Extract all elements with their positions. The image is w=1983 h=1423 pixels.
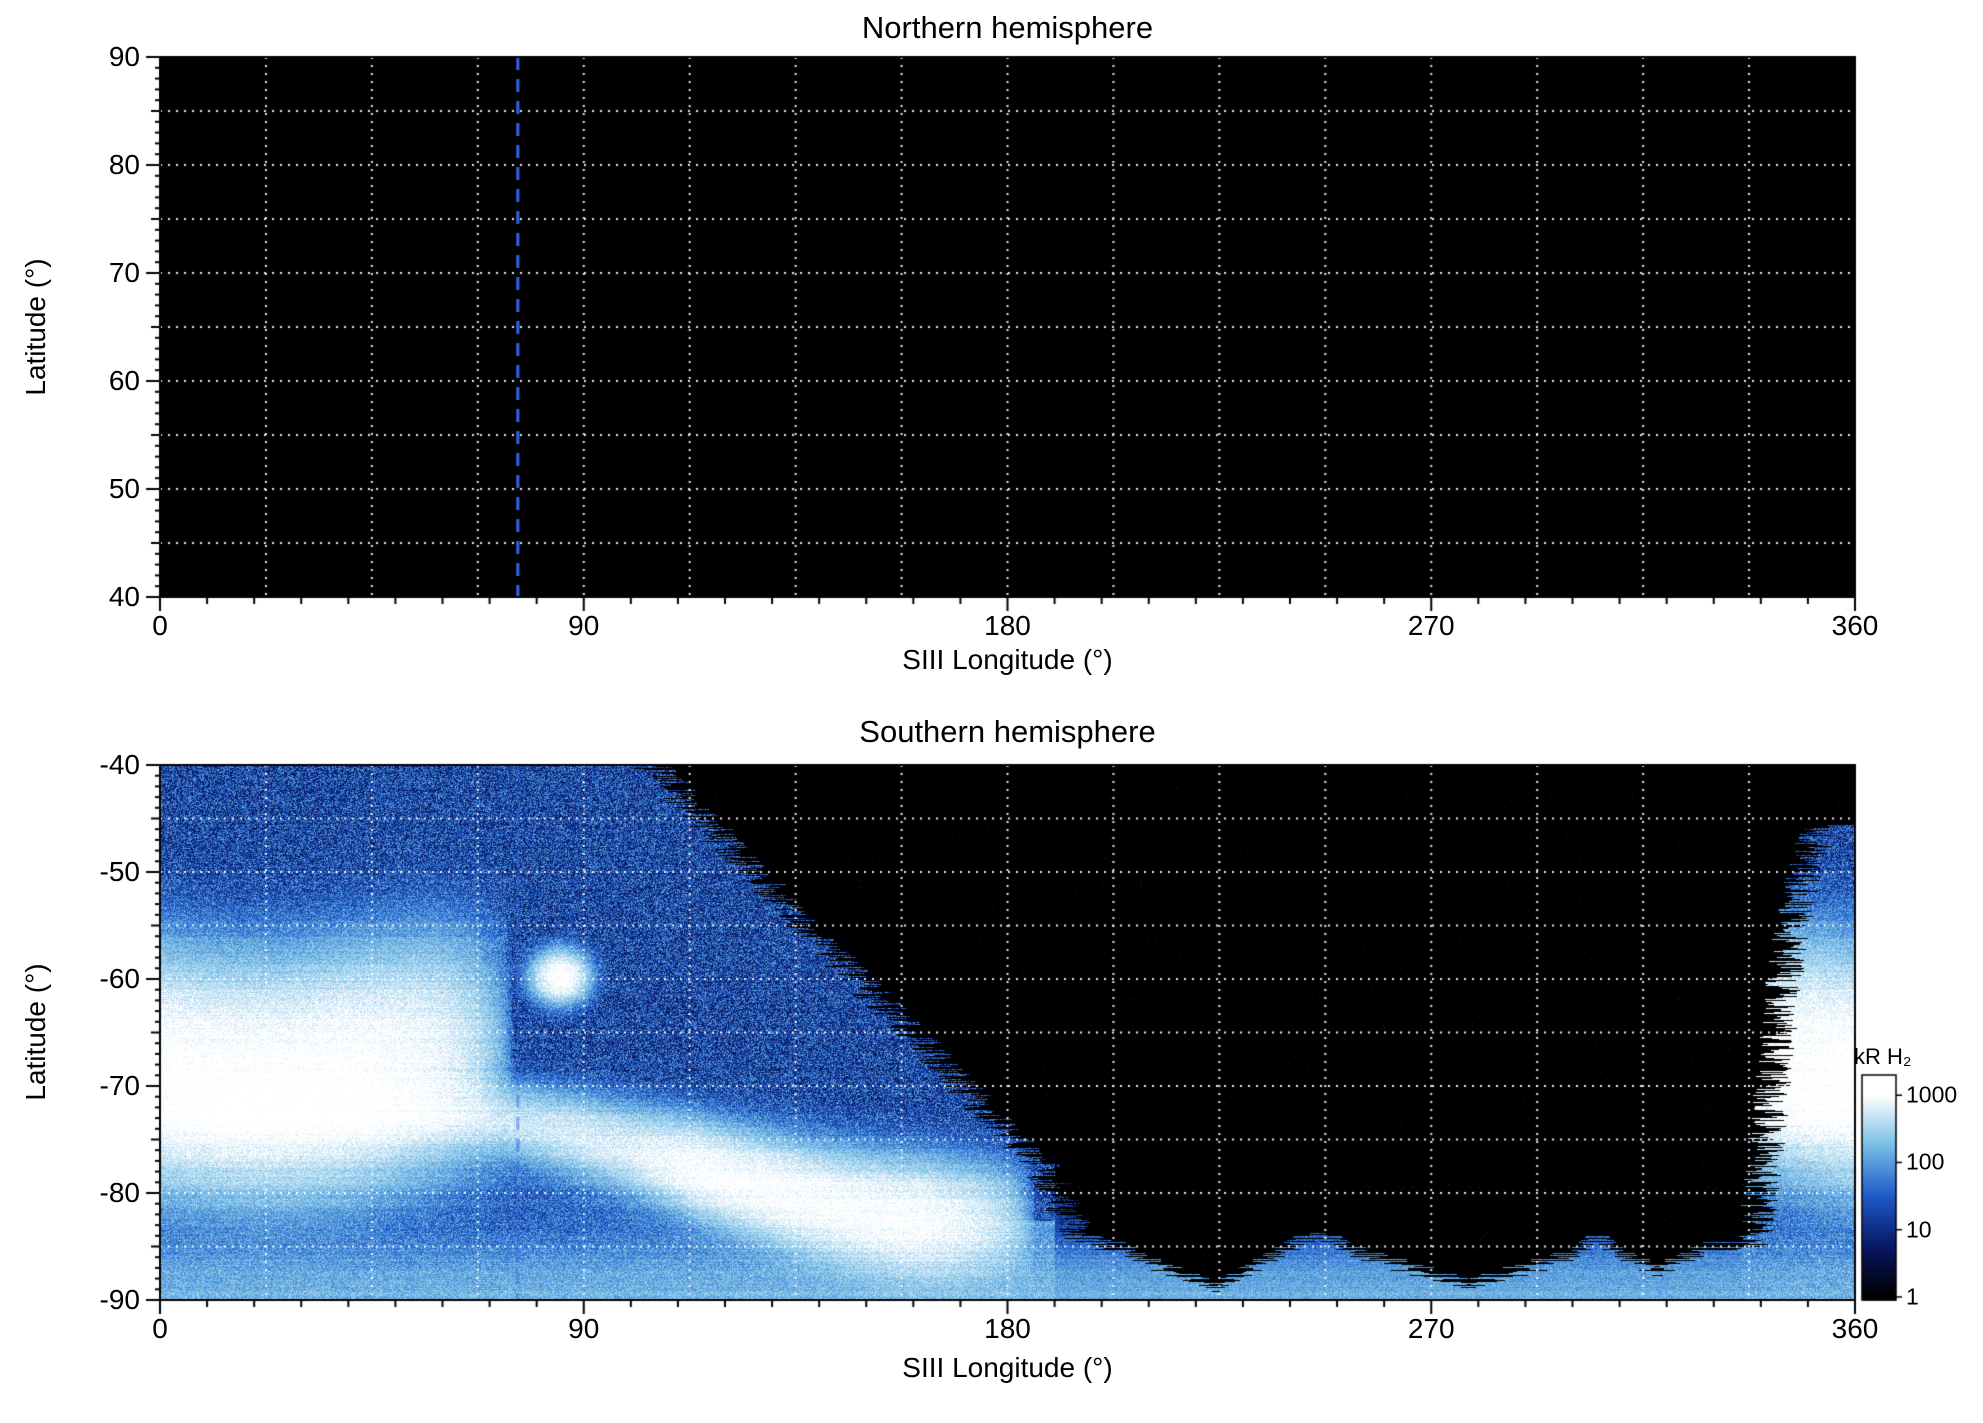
south-yaxis-label: Latitude (°) bbox=[20, 963, 51, 1101]
south-ytick--90: -90 bbox=[99, 1284, 140, 1315]
south-panel-title: Southern hemisphere bbox=[859, 714, 1156, 749]
south-xtick-360: 360 bbox=[1831, 1313, 1879, 1344]
north-ytick-70: 70 bbox=[108, 257, 140, 288]
north-ytick-40: 40 bbox=[108, 581, 140, 612]
north-xtick-180: 180 bbox=[984, 610, 1031, 641]
north-ytick-50: 50 bbox=[108, 473, 140, 504]
south-xtick-0: 0 bbox=[152, 1313, 168, 1344]
colorbar-label: kR H₂ bbox=[1854, 1044, 1912, 1069]
north-xtick-90: 90 bbox=[568, 610, 600, 641]
north-xtick-270: 270 bbox=[1407, 610, 1455, 641]
south-ytick--70: -70 bbox=[99, 1070, 140, 1101]
colorbar-tick-10: 10 bbox=[1906, 1216, 1932, 1243]
north-xaxis-label: SIII Longitude (°) bbox=[902, 644, 1113, 675]
south-ytick--60: -60 bbox=[99, 963, 140, 994]
south-xaxis-label: SIII Longitude (°) bbox=[902, 1352, 1113, 1383]
north-xtick-360: 360 bbox=[1831, 610, 1879, 641]
south-ytick--50: -50 bbox=[99, 856, 140, 887]
south-ytick--80: -80 bbox=[99, 1177, 140, 1208]
north-panel-title: Northern hemisphere bbox=[861, 10, 1154, 45]
north-ytick-80: 80 bbox=[108, 149, 140, 180]
colorbar-tick-100: 100 bbox=[1906, 1148, 1945, 1175]
south-xtick-90: 90 bbox=[568, 1313, 600, 1344]
north-ytick-90: 90 bbox=[108, 41, 140, 72]
north-ytick-60: 60 bbox=[108, 365, 140, 396]
south-ytick--40: -40 bbox=[99, 749, 140, 780]
south-xtick-180: 180 bbox=[984, 1313, 1031, 1344]
north-xtick-0: 0 bbox=[152, 610, 168, 641]
colorbar-tick-1000: 1000 bbox=[1906, 1081, 1958, 1108]
north-yaxis-label: Latitude (°) bbox=[20, 258, 51, 396]
south-xtick-270: 270 bbox=[1407, 1313, 1455, 1344]
colorbar-tick-1: 1 bbox=[1906, 1283, 1919, 1310]
